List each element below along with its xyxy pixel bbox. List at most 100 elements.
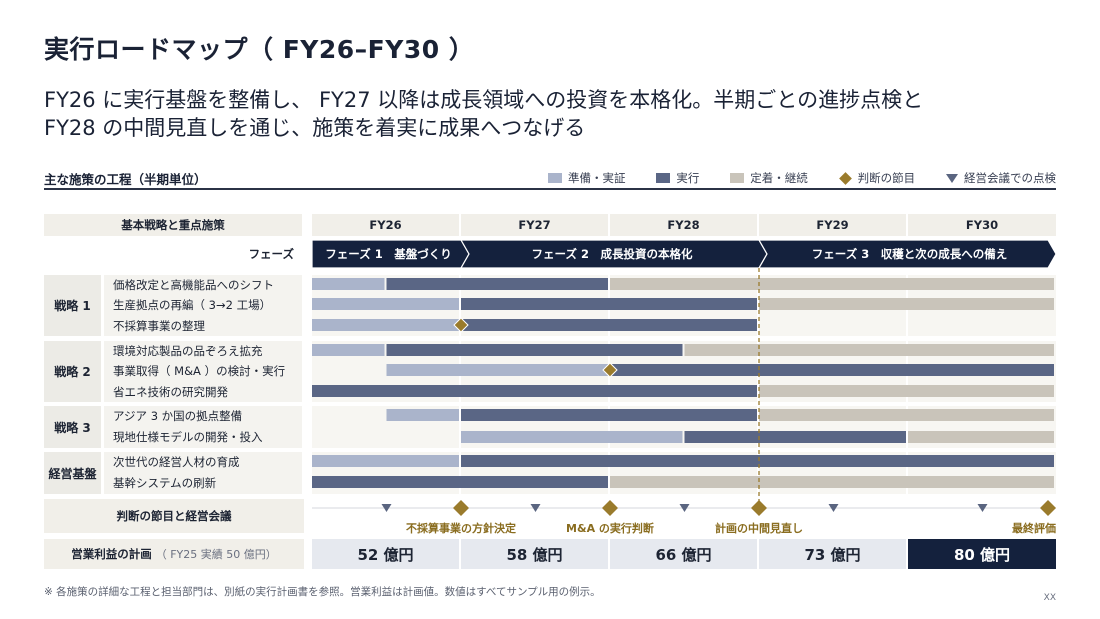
gantt-bar-exec <box>461 409 757 421</box>
profit-fy29: 73 億円 <box>759 539 906 569</box>
year-fy26: FY26 <box>312 214 459 236</box>
milestone-label: 計画の中間見直し <box>715 522 803 535</box>
gantt-bar-settle <box>684 344 1054 356</box>
gantt-bar-prep <box>386 409 459 421</box>
legend-review: 経営会議での点検 <box>946 170 1056 186</box>
triangle-down-icon <box>946 173 958 183</box>
legend-prep-swatch <box>548 173 562 183</box>
footnote: ※ 各施策の詳細な工程と担当部門は、別紙の実行計画書を参照。営業利益は計画値。数… <box>44 586 601 598</box>
phase-text: フェーズ 3 収穫と次の成長への備え <box>812 247 1007 261</box>
gantt-bar-exec <box>386 278 608 290</box>
gantt-bar-prep <box>461 431 683 443</box>
phase-row-label: フェーズ <box>248 247 294 261</box>
page-title: 実行ロードマップ（ FY26–FY30 ） <box>44 35 475 64</box>
gantt-bar-settle <box>759 385 1054 397</box>
phase-chevron <box>757 239 1057 269</box>
item-label: 不採算事業の整理 <box>113 319 205 333</box>
decision-diamond <box>453 500 469 516</box>
milestone-label: 不採算事業の方針決定 <box>406 522 516 535</box>
year-fy28: FY28 <box>610 214 757 236</box>
year-fy29: FY29 <box>759 214 906 236</box>
decision-diamond <box>453 317 469 333</box>
section-subhead: 主な施策の工程（半期単位） <box>44 172 207 187</box>
decision-diamond <box>602 500 618 516</box>
item-label: 現地仕様モデルの開発・投入 <box>113 430 263 444</box>
strategy-1-label: 戦略 1 <box>44 275 101 336</box>
phase-text: フェーズ 2 成長投資の本格化 <box>532 247 693 261</box>
review-triangle <box>828 504 839 512</box>
gantt-bar-prep <box>312 344 385 356</box>
section-rule <box>44 188 1056 190</box>
decision-diamond <box>751 500 767 516</box>
item-label: 基幹システムの刷新 <box>113 476 217 490</box>
gantt-bar-settle <box>759 409 1054 421</box>
gantt-bar-exec <box>684 431 906 443</box>
gantt-bar-prep <box>312 298 459 310</box>
profit-row-label: 営業利益の計画（ FY25 実績 50 億円） <box>44 539 304 569</box>
foundation-label: 経営基盤 <box>44 452 101 494</box>
item-label: 省エネ技術の研究開発 <box>113 385 228 399</box>
legend: 準備・実証 実行 定着・継続 判断の節目 経営会議での点検 <box>548 170 1056 186</box>
item-label: 事業取得（ M&A ）の検討・実行 <box>113 364 286 378</box>
item-label: アジア 3 か国の拠点整備 <box>113 409 243 423</box>
legend-prep: 準備・実証 <box>548 170 626 186</box>
foundation-items-bg <box>104 452 302 494</box>
gantt-bar-settle <box>610 476 1054 488</box>
decision-diamond <box>602 362 618 378</box>
gantt-bar-exec <box>386 344 683 356</box>
gantt-bar-exec <box>312 385 757 397</box>
profit-note: （ FY25 実績 50 億円） <box>155 548 277 561</box>
gantt-bar-prep <box>312 278 385 290</box>
gantt-bar-exec <box>461 319 757 331</box>
gantt-bar-exec <box>610 364 1054 376</box>
review-triangle <box>679 504 690 512</box>
legend-exec: 実行 <box>656 170 699 186</box>
gantt-bar-settle <box>759 298 1054 310</box>
page-number: XX <box>1043 593 1056 603</box>
profit-fy26: 52 億円 <box>312 539 459 569</box>
milestone-label: 最終評価 <box>1012 522 1056 535</box>
legend-settle-swatch <box>730 173 745 183</box>
legend-decision: 判断の節目 <box>838 170 916 186</box>
header-left-cell: 基本戦略と重点施策 <box>44 214 302 236</box>
decision-diamond <box>1040 500 1056 516</box>
strategy-1-items-bg <box>104 275 302 336</box>
lead-text: FY26 に実行基盤を整備し、 FY27 以降は成長領域への投資を本格化。半期ご… <box>44 86 923 142</box>
gantt-bar-prep <box>312 319 459 331</box>
profit-fy30: 80 億円 <box>908 539 1056 569</box>
item-label: 次世代の経営人材の育成 <box>113 455 240 469</box>
item-label: 生産拠点の再編（ 3→2 工場） <box>113 298 272 312</box>
legend-exec-label: 実行 <box>676 171 700 185</box>
gantt-bar-settle <box>610 278 1054 290</box>
legend-settle-label: 定着・継続 <box>750 171 808 185</box>
gantt-bar-prep <box>312 455 459 467</box>
gantt-bar-prep <box>386 364 608 376</box>
lead-line-2: FY28 の中間見直しを通じ、施策を着実に成果へつなげる <box>44 116 586 140</box>
legend-exec-swatch <box>656 173 671 183</box>
phase-text: フェーズ 1 基盤づくり <box>325 247 451 261</box>
gantt-bar-exec <box>312 476 608 488</box>
lead-line-1: FY26 に実行基盤を整備し、 FY27 以降は成長領域への投資を本格化。半期ご… <box>44 88 924 112</box>
legend-settle: 定着・継続 <box>730 170 808 186</box>
profit-fy28: 66 億円 <box>610 539 757 569</box>
strategy-2-items-bg <box>104 341 302 402</box>
milestone-row-label: 判断の節目と経営会議 <box>44 499 304 533</box>
strategy-3-items-bg <box>104 406 302 448</box>
review-triangle <box>530 504 541 512</box>
year-fy30: FY30 <box>908 214 1056 236</box>
profit-fy27: 58 億円 <box>461 539 608 569</box>
item-label: 価格改定と高機能品へのシフト <box>113 278 274 292</box>
review-triangle <box>977 504 988 512</box>
legend-prep-label: 準備・実証 <box>568 171 626 185</box>
milestone-label: M&A の実行判断 <box>566 522 654 535</box>
gantt-bar-settle <box>908 431 1054 443</box>
gantt-bar-exec <box>461 455 1054 467</box>
year-fy27: FY27 <box>461 214 608 236</box>
legend-decision-label: 判断の節目 <box>857 171 916 185</box>
profit-label: 営業利益の計画 <box>71 547 152 561</box>
gantt-bar-exec <box>461 298 757 310</box>
review-triangle <box>381 504 392 512</box>
strategy-3-label: 戦略 3 <box>44 406 101 448</box>
item-label: 環境対応製品の品ぞろえ拡充 <box>113 344 263 358</box>
